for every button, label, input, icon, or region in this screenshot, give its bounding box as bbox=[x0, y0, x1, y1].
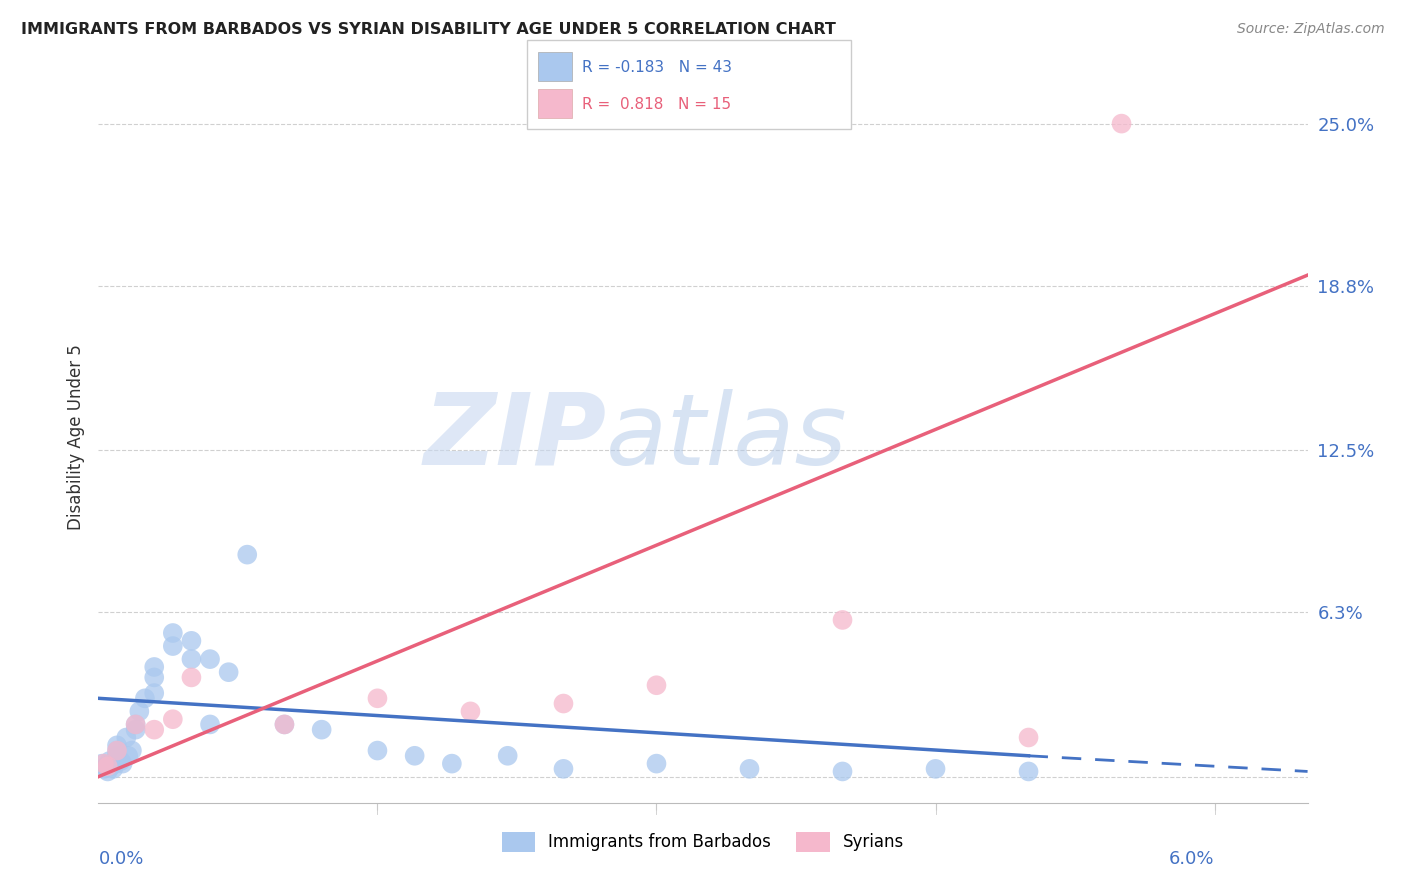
Point bbox=[143, 686, 166, 700]
Point bbox=[143, 670, 166, 684]
Point bbox=[105, 739, 128, 753]
Y-axis label: Disability Age Under 5: Disability Age Under 5 bbox=[66, 344, 84, 530]
Point bbox=[1111, 117, 1133, 131]
Point bbox=[218, 665, 240, 680]
Text: atlas: atlas bbox=[606, 389, 848, 485]
Text: R =  0.818   N = 15: R = 0.818 N = 15 bbox=[582, 96, 731, 112]
Point bbox=[440, 756, 463, 771]
Point bbox=[831, 613, 853, 627]
Point bbox=[162, 639, 184, 653]
Point bbox=[162, 712, 184, 726]
Point bbox=[105, 748, 128, 763]
Point bbox=[97, 759, 120, 773]
Point bbox=[97, 764, 120, 779]
Point bbox=[198, 652, 221, 666]
Legend: Immigrants from Barbados, Syrians: Immigrants from Barbados, Syrians bbox=[494, 823, 912, 860]
Text: 0.0%: 0.0% bbox=[98, 850, 143, 868]
Point bbox=[236, 548, 259, 562]
Point bbox=[124, 723, 146, 737]
Point bbox=[645, 678, 668, 692]
Text: IMMIGRANTS FROM BARBADOS VS SYRIAN DISABILITY AGE UNDER 5 CORRELATION CHART: IMMIGRANTS FROM BARBADOS VS SYRIAN DISAB… bbox=[21, 22, 837, 37]
Point bbox=[366, 691, 388, 706]
Text: ZIP: ZIP bbox=[423, 389, 606, 485]
Point bbox=[273, 717, 295, 731]
Point bbox=[111, 756, 134, 771]
Point bbox=[366, 743, 388, 757]
Point bbox=[124, 717, 146, 731]
Point bbox=[273, 717, 295, 731]
Point bbox=[496, 748, 519, 763]
Point bbox=[1018, 764, 1040, 779]
Point bbox=[180, 633, 202, 648]
Point bbox=[180, 670, 202, 684]
Point bbox=[98, 754, 121, 768]
Point bbox=[105, 743, 128, 757]
Point bbox=[124, 717, 146, 731]
Point bbox=[311, 723, 333, 737]
Point bbox=[553, 697, 575, 711]
Text: Source: ZipAtlas.com: Source: ZipAtlas.com bbox=[1237, 22, 1385, 37]
Point bbox=[143, 723, 166, 737]
Point bbox=[117, 748, 139, 763]
Point bbox=[93, 756, 115, 771]
Point bbox=[460, 705, 482, 719]
Point bbox=[121, 743, 143, 757]
Point bbox=[162, 626, 184, 640]
Point bbox=[105, 743, 128, 757]
Point bbox=[104, 756, 127, 771]
Point bbox=[103, 762, 125, 776]
Point bbox=[128, 705, 150, 719]
Point bbox=[110, 754, 132, 768]
Point bbox=[738, 762, 761, 776]
Point bbox=[831, 764, 853, 779]
Point bbox=[924, 762, 946, 776]
Point bbox=[404, 748, 426, 763]
Point bbox=[180, 652, 202, 666]
Text: R = -0.183   N = 43: R = -0.183 N = 43 bbox=[582, 60, 733, 75]
Point bbox=[143, 660, 166, 674]
Point bbox=[93, 762, 115, 776]
Point bbox=[94, 759, 117, 773]
Point bbox=[134, 691, 156, 706]
Point bbox=[553, 762, 575, 776]
Point bbox=[645, 756, 668, 771]
Text: 6.0%: 6.0% bbox=[1168, 850, 1215, 868]
Point bbox=[115, 731, 138, 745]
Point bbox=[1018, 731, 1040, 745]
Point bbox=[91, 756, 114, 771]
Point bbox=[198, 717, 221, 731]
Point bbox=[100, 759, 122, 773]
